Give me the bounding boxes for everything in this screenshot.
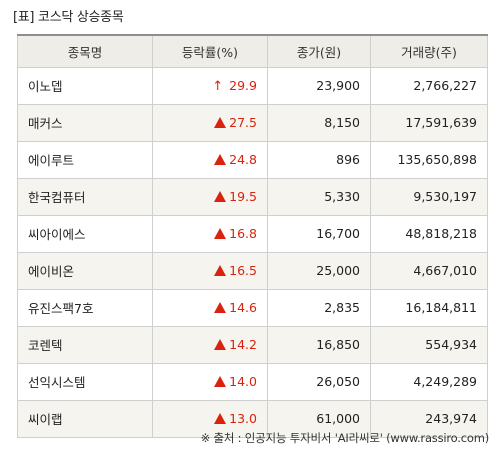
- change-rate: 16.5: [229, 263, 257, 278]
- change-rate: 27.5: [229, 115, 257, 130]
- change-rate-cell: 14.2: [152, 325, 268, 364]
- close-price: 61,000: [267, 399, 371, 438]
- change-rate: 19.5: [229, 189, 257, 204]
- change-rate: 29.9: [229, 77, 257, 93]
- up-triangle-icon: [214, 228, 227, 239]
- up-triangle-icon: [214, 265, 227, 276]
- table-row: 씨이랩 13.0 61,000 243,974: [17, 399, 488, 438]
- close-price: 896: [267, 140, 371, 179]
- stock-name: 유진스팩7호: [17, 288, 153, 327]
- change-rate-cell: 14.6: [152, 288, 268, 327]
- table-row: 한국컴퓨터 19.5 5,330 9,530,197: [17, 177, 488, 216]
- change-rate: 14.2: [229, 337, 257, 352]
- close-price: 5,330: [267, 177, 371, 216]
- source-note: ※ 출처 : 인공지능 투자비서 'AI라씨로' (www.rassiro.co…: [200, 431, 490, 445]
- change-rate-cell: 16.8: [152, 214, 268, 253]
- change-rate-cell: 27.5: [152, 103, 268, 142]
- page-title: [표] 코스닥 상승종목: [13, 10, 124, 25]
- stock-name: 에이루트: [17, 140, 153, 179]
- up-triangle-icon: [214, 339, 227, 350]
- stock-name: 코렌텍: [17, 325, 153, 364]
- table-row: 에이루트 24.8 896 135,650,898: [17, 140, 488, 179]
- close-price: 2,835: [267, 288, 371, 327]
- up-triangle-icon: [214, 117, 227, 128]
- volume: 554,934: [370, 325, 488, 364]
- stock-name: 씨이랩: [17, 399, 153, 438]
- close-price: 16,700: [267, 214, 371, 253]
- volume: 16,184,811: [370, 288, 488, 327]
- change-rate: 13.0: [229, 411, 257, 426]
- close-price: 8,150: [267, 103, 371, 142]
- volume: 4,249,289: [370, 362, 488, 401]
- close-price: 26,050: [267, 362, 371, 401]
- up-triangle-icon: [214, 302, 227, 313]
- up-triangle-icon: [214, 154, 227, 165]
- stock-name: 한국컴퓨터: [17, 177, 153, 216]
- change-rate: 24.8: [229, 152, 257, 167]
- close-price: 25,000: [267, 251, 371, 290]
- change-rate-cell: 14.0: [152, 362, 268, 401]
- table-row: 이노뎁 ↑ 29.9 23,900 2,766,227: [17, 66, 488, 105]
- close-price: 23,900: [267, 66, 371, 105]
- close-price: 16,850: [267, 325, 371, 364]
- volume: 48,818,218: [370, 214, 488, 253]
- volume: 9,530,197: [370, 177, 488, 216]
- stock-name: 이노뎁: [17, 66, 153, 105]
- table-row: 유진스팩7호 14.6 2,835 16,184,811: [17, 288, 488, 327]
- volume: 135,650,898: [370, 140, 488, 179]
- stock-name: 매커스: [17, 103, 153, 142]
- change-rate-cell: 24.8: [152, 140, 268, 179]
- change-rate: 14.0: [229, 374, 257, 389]
- change-rate: 16.8: [229, 226, 257, 241]
- table-row: 코렌텍 14.2 16,850 554,934: [17, 325, 488, 364]
- header-rate: 등락률(%): [152, 34, 268, 68]
- up-triangle-icon: [214, 376, 227, 387]
- change-rate-cell: ↑ 29.9: [152, 66, 268, 105]
- table-row: 씨아이에스 16.8 16,700 48,818,218: [17, 214, 488, 253]
- volume: 17,591,639: [370, 103, 488, 142]
- header-name: 종목명: [17, 34, 153, 68]
- change-rate: 14.6: [229, 300, 257, 315]
- change-rate-cell: 16.5: [152, 251, 268, 290]
- table-header-row: 종목명 등락률(%) 종가(원) 거래량(주): [17, 34, 488, 68]
- header-volume: 거래량(주): [370, 34, 488, 68]
- stock-name: 에이비온: [17, 251, 153, 290]
- volume: 2,766,227: [370, 66, 488, 105]
- table-row: 매커스 27.5 8,150 17,591,639: [17, 103, 488, 142]
- up-triangle-icon: [214, 191, 227, 202]
- table-row: 선익시스템 14.0 26,050 4,249,289: [17, 362, 488, 401]
- volume: 4,667,010: [370, 251, 488, 290]
- up-arrow-icon: ↑: [212, 78, 224, 94]
- stock-table: 종목명 등락률(%) 종가(원) 거래량(주) 이노뎁 ↑ 29.9 23,900 2,…: [17, 34, 488, 438]
- volume: 243,974: [370, 399, 488, 438]
- change-rate-cell: 19.5: [152, 177, 268, 216]
- up-triangle-icon: [214, 413, 227, 424]
- table-row: 에이비온 16.5 25,000 4,667,010: [17, 251, 488, 290]
- header-close: 종가(원): [267, 34, 371, 68]
- stock-name: 씨아이에스: [17, 214, 153, 253]
- stock-name: 선익시스템: [17, 362, 153, 401]
